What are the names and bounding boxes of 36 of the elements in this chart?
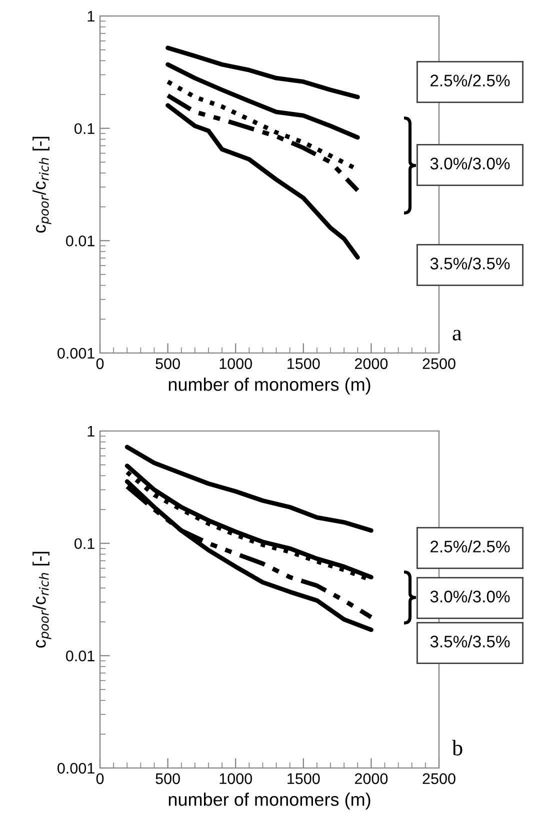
annotation: 3.5%/3.5% [430,257,510,270]
x-tick-label: 1000 [220,358,252,370]
x-tick-label: 500 [156,358,180,370]
y-tick-label: 1 [88,11,94,22]
annotation: 2.5%/2.5% [430,74,510,86]
line-series [124,444,374,533]
x-tick-label: 1500 [288,773,320,784]
x-axis-title: number of monomers (m) [168,378,370,394]
line-series [166,103,360,260]
x-tick-label: 1000 [220,773,252,784]
y-tick-label: 0.01 [66,236,94,246]
x-tick-label: 500 [156,773,180,784]
x-tick-label: 0 [96,358,104,370]
annotation: 2.5%/2.5% [430,540,510,552]
text: a [452,330,462,340]
annotation: 3.5%/3.5% [430,635,510,648]
line-series [166,46,360,100]
x-tick-label: 0 [96,773,104,784]
x-tick-label: 2500 [422,358,456,370]
x-axis-title: number of monomers (m) [168,792,370,810]
x-tick-label: 2000 [354,358,388,370]
y-axis-title: c$_{poor}$/c$_{rich}$ [-] [32,136,52,233]
y-tick-label: 0.1 [74,123,94,134]
y-tick-label: 0.001 [58,762,94,774]
x-tick-label: 2500 [422,773,456,784]
text: b [452,740,462,756]
y-tick-label: 1 [88,426,94,437]
annotation: 3.0%/3.0% [430,590,510,602]
annotation: 3.0%/3.0% [430,157,510,170]
y-tick-label: 0.001 [58,348,94,359]
y-tick-label: 0.1 [74,538,94,550]
line-series [166,62,360,140]
x-tick-label: 2000 [354,773,388,784]
x-tick-label: 1500 [288,358,320,370]
y-axis-title: c$_{poor}$/c$_{rich}$ [-] [32,552,52,648]
y-tick-label: 0.01 [66,650,94,662]
